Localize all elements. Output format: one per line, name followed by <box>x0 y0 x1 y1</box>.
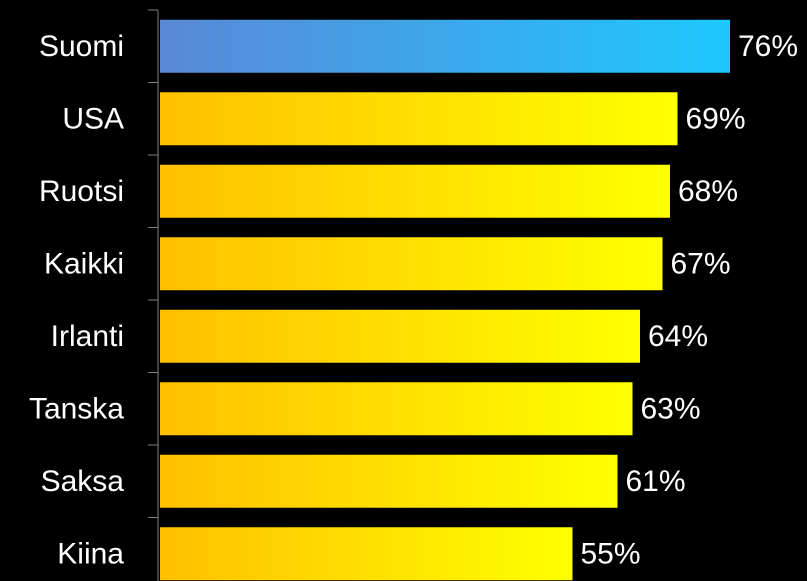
category-label: Irlanti <box>51 320 124 353</box>
value-label: 55% <box>581 537 641 570</box>
bar-kiina <box>160 527 573 581</box>
bar-ruotsi <box>160 164 670 218</box>
bar-usa <box>160 92 678 146</box>
category-label: USA <box>62 102 124 135</box>
bar-kaikki <box>160 237 663 291</box>
value-label: 61% <box>626 465 686 498</box>
category-axis <box>148 9 159 581</box>
bars-layer <box>160 19 730 581</box>
category-label: Ruotsi <box>39 175 124 208</box>
value-label: 68% <box>678 175 738 208</box>
value-label: 67% <box>671 247 731 280</box>
value-label: 63% <box>641 392 701 425</box>
value-label: 76% <box>738 30 798 63</box>
bar-saksa <box>160 454 618 508</box>
category-label: Saksa <box>41 465 125 498</box>
bar-tanska <box>160 382 633 436</box>
category-label: Kiina <box>57 537 124 570</box>
value-label: 64% <box>648 320 708 353</box>
bar-suomi <box>160 19 730 73</box>
value-label: 69% <box>686 102 746 135</box>
category-label: Tanska <box>29 392 124 425</box>
labels-layer: Suomi 76% USA 69% Ruotsi 68% Kaikki 67% Irlanti 6… <box>29 30 798 571</box>
category-label: Kaikki <box>44 247 124 280</box>
category-label: Suomi <box>39 30 124 63</box>
bar-irlanti <box>160 309 640 363</box>
